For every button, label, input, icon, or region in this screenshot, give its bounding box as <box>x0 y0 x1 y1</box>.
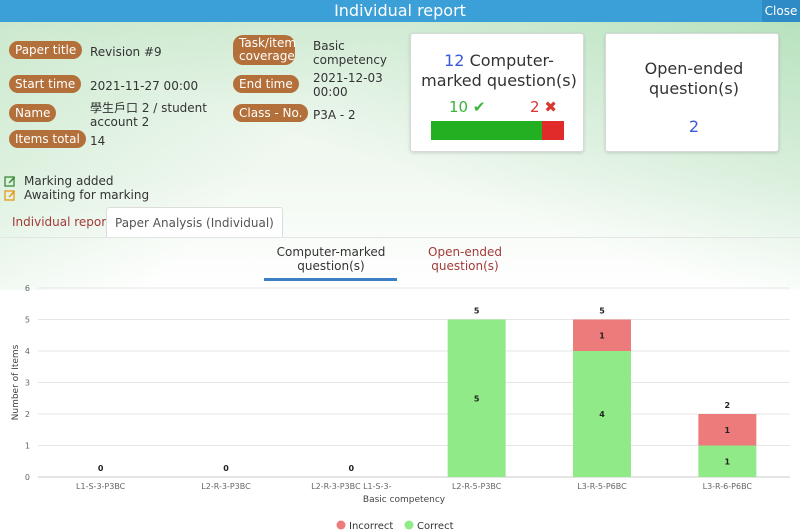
computer-marked-title: Computer-marked question(s) <box>421 51 577 90</box>
x-tick-label: L3-R-5-P6BC <box>577 482 627 491</box>
subtab-computer-marked[interactable]: Computer-marked question(s) <box>276 245 386 273</box>
edit-orange-icon <box>4 189 16 201</box>
open-ended-title: Open-ended question(s) <box>644 59 744 98</box>
y-tick-label: 2 <box>25 410 30 419</box>
bar-total-label: 5 <box>474 307 480 316</box>
task-coverage-value: Basic competency <box>313 39 388 67</box>
bar-correct <box>447 319 506 477</box>
x-tick-label: L1-S-3-P3BC <box>76 482 126 491</box>
y-tick-label: 4 <box>25 347 30 356</box>
end-time-value: 2021-12-03 00:00 <box>313 71 383 99</box>
task-coverage-label: Task/item coverage <box>233 35 296 65</box>
legend-awaiting: Awaiting for marking <box>4 188 149 202</box>
legend-correct-label: Correct <box>417 521 454 532</box>
correct-count: 10 <box>449 98 469 116</box>
correct-ratio-bar <box>431 121 564 140</box>
y-axis-label: Number of Items <box>11 344 21 420</box>
paper-title-label: Paper title <box>9 41 83 59</box>
legend-correct-marker <box>404 520 414 530</box>
name-label: Name <box>9 104 57 122</box>
subtab-open-ended[interactable]: Open-ended question(s) <box>428 245 502 273</box>
items-total-label: Items total <box>9 130 86 148</box>
tab-individual-report[interactable]: Individual report <box>12 215 111 229</box>
end-time-label: End time <box>233 75 299 93</box>
bar-incorrect <box>698 414 757 446</box>
legend-incorrect-marker <box>336 520 346 530</box>
bar-incorrect-label: 1 <box>725 426 731 435</box>
awaiting-label: Awaiting for marking <box>24 188 150 202</box>
bar-total-label: 0 <box>349 464 355 473</box>
bar-total-label: 0 <box>98 464 104 473</box>
start-time-value: 2021-11-27 00:00 <box>90 79 199 93</box>
bar-total-label: 0 <box>223 464 229 473</box>
items-total-value: 14 <box>90 134 106 148</box>
bar-correct-label: 1 <box>725 457 731 466</box>
computer-marked-card: 12 Computer-marked question(s) 10 ✔ 2 ✖ <box>410 33 584 152</box>
incorrect-count: 2 <box>530 98 540 116</box>
x-tick-label: L3-R-6-P6BC <box>703 482 753 491</box>
x-tick-label: L2-R-5-P3BC <box>452 482 502 491</box>
open-ended-card: Open-ended question(s) 2 <box>605 33 779 152</box>
x-tick-label: L2-R-3-P3BC <box>201 482 251 491</box>
computer-marked-count: 12 <box>444 51 465 70</box>
window-title-bar: Individual report <box>0 0 800 22</box>
stacked-bar-chart: 0 1 2 3 4 5 6 Number of Items 0 L1-S-3-P3BC 0 L2-R-… <box>11 284 790 532</box>
bar-total-label: 5 <box>599 307 605 316</box>
y-tick-label: 1 <box>25 442 30 451</box>
check-icon: ✔ <box>472 98 486 116</box>
window-title: Individual report <box>334 1 466 20</box>
paper-title-value: Revision #9 <box>90 45 162 59</box>
bar-correct-label: 4 <box>599 410 605 419</box>
bar-incorrect-label: 1 <box>599 331 605 340</box>
bar-correct <box>698 445 757 477</box>
edit-green-icon <box>4 175 16 187</box>
cross-icon: ✖ <box>544 98 557 116</box>
tab-paper-analysis[interactable]: Paper Analysis (Individual) <box>106 207 283 237</box>
bar-incorrect <box>573 319 631 351</box>
tab-divider <box>0 237 800 238</box>
open-ended-count: 2 <box>688 117 700 136</box>
class-no-label: Class - No. <box>233 104 309 122</box>
y-tick-label: 5 <box>25 316 30 325</box>
correct-ratio-fill <box>431 121 542 140</box>
marking-added-label: Marking added <box>24 174 114 188</box>
start-time-label: Start time <box>9 75 82 93</box>
name-value: 學生戶口 2 / student account 2 <box>90 101 207 129</box>
class-no-value: P3A - 2 <box>313 108 356 122</box>
x-axis-label: Basic competency <box>363 495 446 505</box>
y-tick-label: 3 <box>25 379 30 388</box>
bar-correct-label: 5 <box>474 394 480 403</box>
x-tick-label: L2-R-3-P3BC L1-S-3- <box>311 482 391 491</box>
subtab-active-underline <box>264 278 397 281</box>
y-tick-label: 6 <box>25 284 30 293</box>
bar-total-label: 2 <box>725 401 731 410</box>
bar-correct <box>573 351 631 477</box>
legend-marking-added: Marking added <box>4 174 114 188</box>
close-button[interactable]: Close <box>762 0 800 22</box>
legend-incorrect-label: Incorrect <box>349 521 393 532</box>
y-tick-label: 0 <box>25 473 30 482</box>
